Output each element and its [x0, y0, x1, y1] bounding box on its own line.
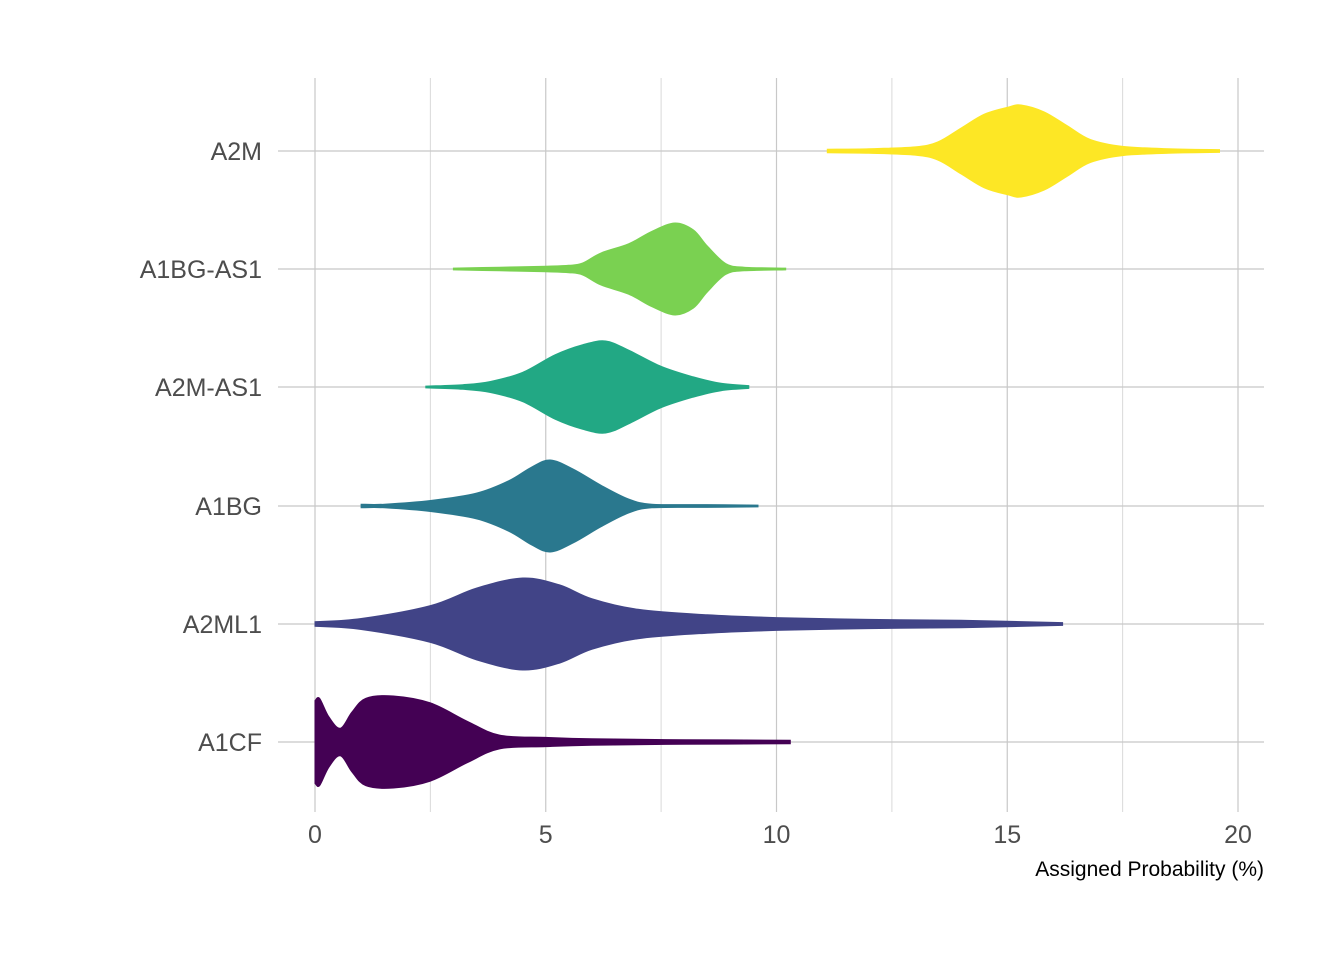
violin-a1bg-as1 — [452, 222, 787, 316]
x-tick-label: 15 — [993, 821, 1021, 849]
y-tick-label: A2ML1 — [183, 611, 262, 639]
violins — [314, 104, 1220, 789]
x-tick-label: 20 — [1224, 821, 1252, 849]
axis-labels: A2M A1BG-AS1 A2M-AS1 A1BG A2ML1 A1CF 0 5 10 15 20 — [140, 138, 1252, 849]
y-tick-label: A2M — [211, 138, 262, 166]
x-axis-title: Assigned Probability (%) — [1035, 858, 1264, 881]
y-tick-label: A1BG — [195, 493, 262, 521]
x-tick-label: 10 — [763, 821, 791, 849]
y-tick-label: A1CF — [198, 729, 262, 757]
x-tick-label: 0 — [308, 821, 322, 849]
x-tick-label: 5 — [539, 821, 553, 849]
y-tick-label: A1BG-AS1 — [140, 256, 262, 284]
y-tick-label: A2M-AS1 — [155, 374, 262, 402]
violin-a2ml1 — [314, 577, 1064, 671]
violin-a1cf — [314, 695, 791, 789]
violin-a1bg — [360, 459, 759, 553]
violin-a2m-as1 — [425, 340, 750, 434]
violin-a2m — [826, 104, 1220, 198]
